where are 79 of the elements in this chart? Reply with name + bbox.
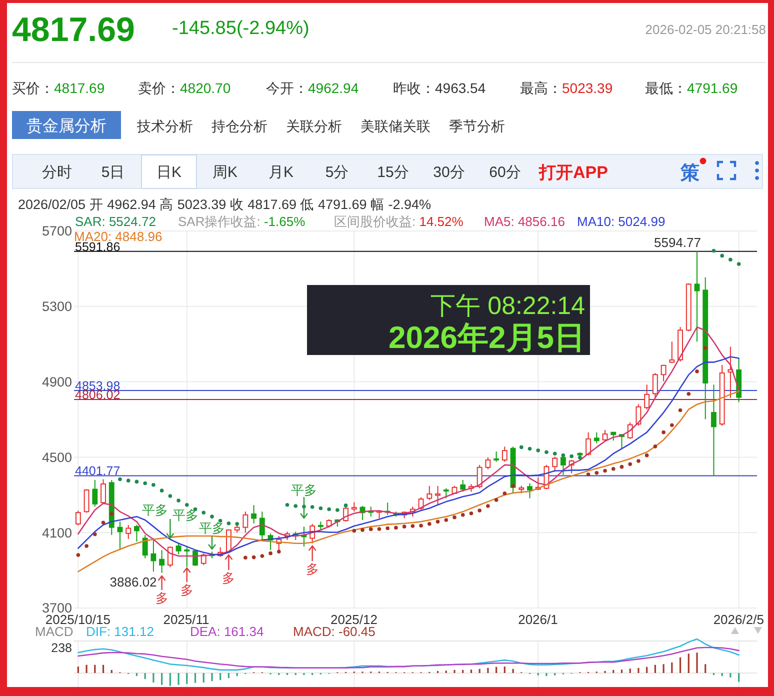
- text: 2026/02/05 开 4962.94 高 5023.39 收 4817.69 低 4791.69 幅 -2.94%: [18, 197, 432, 212]
- text: 季节分析: [449, 118, 505, 134]
- y-tick-label: 4900: [42, 374, 72, 390]
- text: 月K: [268, 164, 294, 181]
- annotation: 平多: [142, 502, 168, 518]
- annotation: 多: [222, 570, 236, 586]
- text: 持仓分析: [212, 118, 268, 134]
- chart-title: MACD: [35, 624, 74, 639]
- text: 打开APP: [538, 163, 608, 182]
- text: -145.85(-2.94%): [172, 18, 310, 39]
- candlestick: [736, 358, 742, 403]
- text: 昨收：4963.54: [393, 80, 486, 96]
- y-tick-label: 4100: [42, 525, 72, 540]
- text: 关联分析: [286, 118, 342, 134]
- annotation: 3886.02: [110, 574, 157, 590]
- text: 贵金属分析: [26, 117, 106, 135]
- x-tick-label: 2026/2/5: [713, 612, 764, 627]
- text: 技术分析: [136, 118, 193, 134]
- series-label: DEA: 161.34: [190, 624, 264, 639]
- x-tick-label: 2025/11: [163, 612, 210, 627]
- candlestick: [494, 451, 500, 462]
- annotation: 平多: [198, 520, 225, 536]
- y-tick-label: 4500: [42, 450, 72, 465]
- annotation: 多: [180, 582, 194, 598]
- candlestick: [560, 453, 566, 476]
- y-tick-label: 5700: [42, 224, 72, 239]
- candlestick: [694, 250, 700, 342]
- candlestick: [150, 538, 156, 572]
- annotation: 多: [306, 562, 319, 576]
- annotation: 5594.77: [654, 234, 702, 250]
- annotation: 平多: [290, 482, 317, 498]
- candlestick: [134, 524, 140, 542]
- candlestick: [527, 482, 532, 499]
- text: MA10: 5024.99: [577, 214, 666, 229]
- x-tick-label: 2025/12: [330, 612, 378, 627]
- text: MACD: -60.45: [293, 624, 376, 639]
- candlestick: [126, 524, 132, 540]
- text: 买价：4817.69: [12, 80, 105, 96]
- text: 美联储关联: [360, 118, 430, 134]
- text: SAR: 5524.72: [75, 214, 156, 229]
- text: 周K: [212, 164, 238, 181]
- text: 60分: [489, 164, 521, 181]
- y-tick-label: 5300: [42, 299, 72, 314]
- text: 今开：4962.94: [266, 80, 359, 96]
- candlestick: [702, 276, 708, 420]
- candlestick: [259, 511, 265, 540]
- candlestick: [184, 546, 190, 568]
- text: 日K: [156, 164, 182, 181]
- annotation: 平多: [172, 508, 199, 522]
- text: 策: [680, 163, 700, 184]
- text: MA5: 4856.16: [484, 214, 565, 229]
- annotation: 2026年2月5日: [388, 320, 585, 355]
- text: 4817.69: [12, 11, 135, 49]
- candlestick: [669, 341, 675, 364]
- text: 30分: [433, 164, 465, 181]
- text: 分时: [42, 164, 72, 181]
- text: 5分: [325, 164, 349, 181]
- annotation: 下午 08:22:14: [430, 292, 586, 320]
- text: 5日: [101, 164, 125, 181]
- candlestick: [435, 486, 440, 506]
- series-label: DIF: 131.12: [86, 624, 154, 639]
- candlestick: [251, 504, 257, 524]
- candlestick: [719, 364, 725, 426]
- candlestick: [92, 480, 98, 508]
- ref-line-label: 4401.77: [75, 464, 120, 478]
- text: SAR操作收益: -1.65%: [178, 214, 306, 229]
- candlestick: [426, 486, 432, 500]
- annotation: 多: [155, 590, 168, 606]
- text: 238: [51, 641, 72, 655]
- text: 区间股价收益: 14.52%: [334, 214, 464, 229]
- x-tick-label: 2026/1: [518, 612, 558, 627]
- candlestick: [711, 384, 716, 476]
- text: 最低：4791.69: [645, 80, 738, 96]
- candlestick: [644, 384, 650, 410]
- text: 卖价：4820.70: [138, 80, 231, 96]
- candlestick: [159, 549, 165, 574]
- text: 2026-02-05 20:21:58: [645, 22, 766, 37]
- text: 15分: [377, 164, 409, 181]
- text: 最高：5023.39: [520, 80, 613, 96]
